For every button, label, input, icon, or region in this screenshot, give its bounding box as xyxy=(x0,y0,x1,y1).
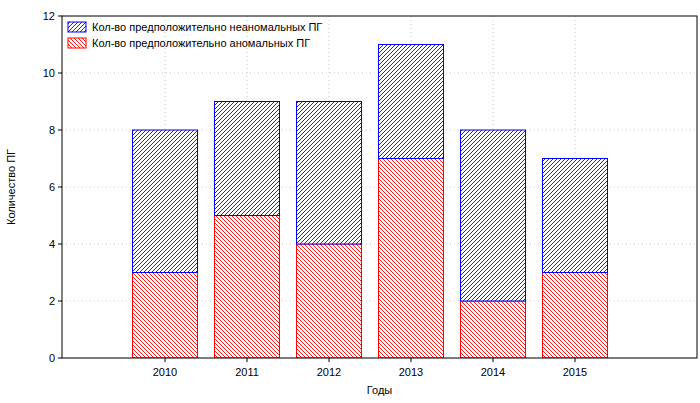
bar xyxy=(461,301,526,358)
chart-svg: 0 2 4 6 8 10 12 2010 2011 2012 2013 2014 2015 Годы Кол… xyxy=(0,0,700,403)
y-tick-label: 0 xyxy=(49,352,55,364)
x-tick-label: 2011 xyxy=(235,366,259,378)
y-tick xyxy=(58,130,62,131)
y-tick-label: 2 xyxy=(49,295,55,307)
legend: Кол-во предположительно неаномальных ПГ К… xyxy=(68,21,322,49)
legend-label: Кол-во предположительно аномальных ПГ xyxy=(92,37,310,49)
legend-label: Кол-во предположительно неаномальных ПГ xyxy=(92,21,322,33)
x-tick xyxy=(247,358,248,362)
y-axis-label: Количество ПГ xyxy=(5,149,17,225)
y-tick-label: 6 xyxy=(49,181,55,193)
x-tick-label: 2014 xyxy=(481,366,505,378)
bar xyxy=(215,216,280,359)
x-tick xyxy=(165,358,166,362)
x-tick-label: 2013 xyxy=(399,366,423,378)
x-tick xyxy=(411,358,412,362)
legend-swatch xyxy=(68,38,86,48)
y-tick xyxy=(58,244,62,245)
x-axis-label: Годы xyxy=(367,384,393,396)
y-tick xyxy=(58,358,62,359)
y-tick-label: 4 xyxy=(49,238,55,250)
bar xyxy=(297,244,362,358)
y-tick xyxy=(58,187,62,188)
bar xyxy=(133,130,198,273)
bar xyxy=(133,273,198,359)
bar xyxy=(297,102,362,245)
x-tick xyxy=(575,358,576,362)
y-tick-label: 10 xyxy=(43,67,55,79)
x-tick-label: 2010 xyxy=(153,366,177,378)
bars xyxy=(133,45,608,359)
plot-frame xyxy=(62,16,697,358)
x-tick xyxy=(493,358,494,362)
y-tick xyxy=(58,73,62,74)
bar xyxy=(215,102,280,216)
x-tick-label: 2012 xyxy=(317,366,341,378)
bar xyxy=(543,273,608,359)
legend-swatch xyxy=(68,22,86,32)
y-tick xyxy=(58,16,62,17)
bar xyxy=(461,130,526,301)
x-tick-label: 2015 xyxy=(563,366,587,378)
bar xyxy=(379,45,444,159)
x-tick xyxy=(329,358,330,362)
y-tick xyxy=(58,301,62,302)
bar xyxy=(543,159,608,273)
y-tick-label: 8 xyxy=(49,124,55,136)
bar xyxy=(379,159,444,359)
y-tick-label: 12 xyxy=(43,10,55,22)
chart-container: 0 2 4 6 8 10 12 2010 2011 2012 2013 2014 2015 Годы Кол… xyxy=(0,0,700,403)
